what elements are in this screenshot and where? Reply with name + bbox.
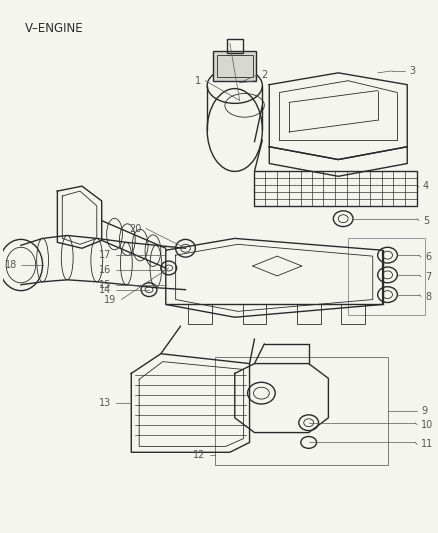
Bar xyxy=(213,51,257,80)
Text: 8: 8 xyxy=(425,292,431,302)
Text: 10: 10 xyxy=(421,419,433,430)
Bar xyxy=(348,238,425,316)
Text: 19: 19 xyxy=(104,295,117,304)
Text: V–ENGINE: V–ENGINE xyxy=(25,21,84,35)
Bar xyxy=(217,55,253,77)
Text: 14: 14 xyxy=(99,285,112,295)
Text: 15: 15 xyxy=(99,280,112,290)
Text: 6: 6 xyxy=(425,252,431,262)
Text: 1: 1 xyxy=(195,76,201,86)
Text: 2: 2 xyxy=(261,70,268,80)
Bar xyxy=(215,357,388,465)
Text: 20: 20 xyxy=(129,223,141,233)
Text: 16: 16 xyxy=(99,265,112,275)
Text: 12: 12 xyxy=(193,450,205,460)
Text: 17: 17 xyxy=(99,250,112,260)
Text: 7: 7 xyxy=(425,272,431,282)
Text: 5: 5 xyxy=(423,216,429,225)
Text: 3: 3 xyxy=(409,66,415,76)
Text: 13: 13 xyxy=(99,398,112,408)
Bar xyxy=(254,172,417,206)
Text: 9: 9 xyxy=(421,406,427,416)
Text: 11: 11 xyxy=(421,439,433,449)
Text: 4: 4 xyxy=(423,181,429,191)
Text: 18: 18 xyxy=(5,260,17,270)
Bar xyxy=(227,39,243,53)
